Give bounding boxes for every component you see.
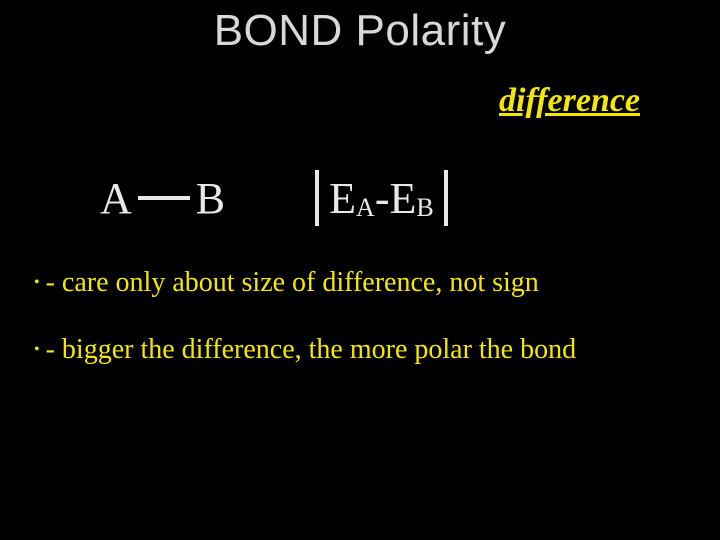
bullet-1-text: - care only about size of difference, no… [46, 265, 539, 300]
sub-a: A [356, 193, 375, 223]
bullet-2-text: - bigger the difference, the more polar … [46, 332, 577, 367]
bullet-dot-icon: • [34, 273, 40, 293]
bullet-2: • - bigger the difference, the more pola… [34, 332, 576, 367]
atom-b: B [196, 173, 225, 224]
difference-label: difference [499, 82, 640, 120]
atom-a: A [100, 173, 132, 224]
bullet-list: • - care only about size of difference, … [34, 265, 576, 399]
e2: E [389, 173, 416, 224]
bullet-dot-icon: • [34, 340, 40, 360]
electronegativity-formula: EA - EB [305, 170, 458, 226]
sub-b: B [416, 193, 433, 223]
bond-line-icon [138, 196, 190, 200]
bullet-1: • - care only about size of difference, … [34, 265, 576, 300]
minus: - [375, 173, 390, 224]
equation-row: A B EA - EB [0, 170, 720, 226]
slide: BOND Polarity difference A B EA - EB • -… [0, 0, 720, 540]
abs-bar-right-icon [444, 170, 448, 226]
e1: E [329, 173, 356, 224]
abs-bar-left-icon [315, 170, 319, 226]
slide-title: BOND Polarity [0, 0, 720, 56]
bond-ab: A B [100, 173, 225, 224]
